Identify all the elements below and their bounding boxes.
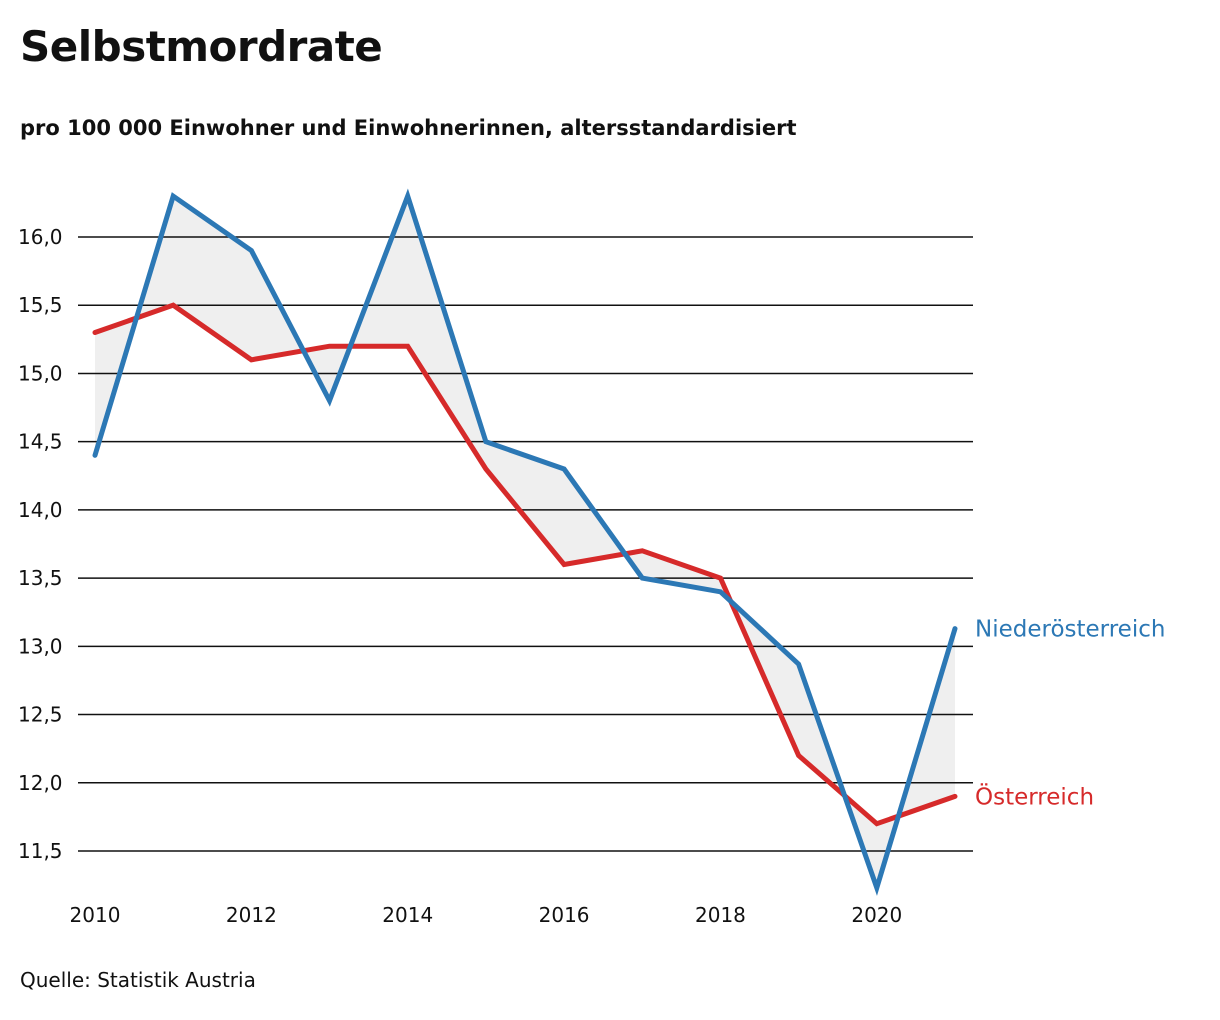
series-line-niederoesterreich <box>92 188 958 896</box>
chart-subtitle: pro 100 000 Einwohner und Einwohnerinnen… <box>20 116 797 140</box>
x-tick-label: 2020 <box>851 903 902 927</box>
source-note: Quelle: Statistik Austria <box>20 968 256 992</box>
x-axis: 2010 2012 2014 2016 2018 2020 <box>70 903 903 927</box>
series-line-oesterreich <box>92 302 958 827</box>
chart-title: Selbstmordrate <box>20 22 383 71</box>
y-tick-label: 14,0 <box>18 498 63 522</box>
y-tick-label: 12,0 <box>18 771 63 795</box>
y-tick-label: 15,5 <box>18 293 63 317</box>
difference-area <box>95 196 955 888</box>
series-label-oesterreich: Österreich <box>975 782 1094 810</box>
series-label-niederoesterreich: Niederösterreich <box>975 617 1165 643</box>
y-tick-label: 15,0 <box>18 361 63 385</box>
x-tick-label: 2010 <box>70 903 121 927</box>
x-tick-label: 2018 <box>695 903 746 927</box>
y-tick-label: 11,5 <box>18 839 63 863</box>
y-tick-label: 14,5 <box>18 430 63 454</box>
x-tick-label: 2016 <box>539 903 590 927</box>
grid <box>78 236 973 852</box>
y-tick-label: 13,5 <box>18 566 63 590</box>
y-axis: 11,5 12,0 12,5 13,0 13,5 14,0 14,5 15,0 15,5 16,0 <box>18 225 63 863</box>
line-chart: 11,5 12,0 12,5 13,0 13,5 14,0 14,5 15,0 15,5 16,0… <box>18 188 1165 927</box>
y-tick-label: 13,0 <box>18 634 63 658</box>
series-lines <box>92 188 958 896</box>
y-tick-label: 12,5 <box>18 703 63 727</box>
x-tick-label: 2012 <box>226 903 277 927</box>
y-tick-label: 16,0 <box>18 225 63 249</box>
x-tick-label: 2014 <box>382 903 433 927</box>
difference-fill <box>95 196 955 888</box>
series-labels: Niederösterreich Österreich <box>975 617 1165 811</box>
